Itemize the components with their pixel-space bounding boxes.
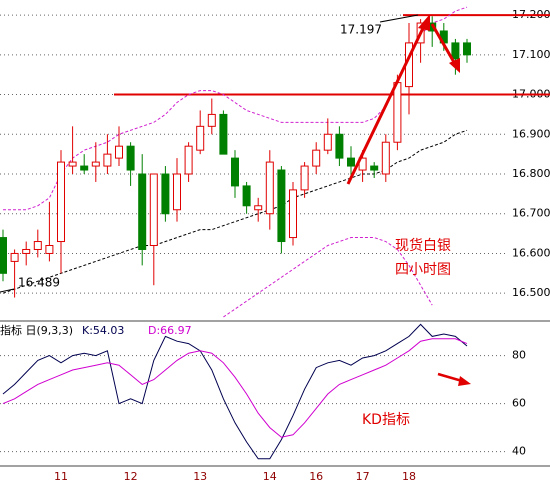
candle-body: [161, 173, 170, 215]
candle-body: [300, 165, 309, 191]
candle-body: [335, 133, 344, 159]
x-tick-label: 12: [124, 470, 138, 482]
x-tick-label: 16: [309, 470, 323, 482]
kd-line: [2, 338, 468, 438]
legend-entry: K:54.03: [82, 324, 124, 337]
y-tick-label: 16.800: [512, 167, 550, 180]
candle-body: [173, 173, 181, 211]
y-tick-label: 60: [512, 397, 526, 410]
kd-arrow: [437, 372, 463, 383]
leader-line: [379, 14, 419, 23]
candle-body: [68, 161, 77, 167]
y-tick-label: 16.700: [512, 207, 550, 220]
x-tick-label: 17: [356, 470, 370, 482]
candle-body: [57, 161, 65, 243]
candle-body: [80, 165, 89, 171]
candle-body: [451, 42, 460, 60]
candle-body: [207, 113, 216, 127]
annotation: 四小时图: [395, 262, 451, 278]
candle-body: [265, 161, 274, 215]
candle-body: [138, 173, 147, 250]
arrow-head: [458, 376, 471, 386]
candle-body: [196, 125, 205, 151]
y-tick-label: 17.100: [512, 48, 550, 61]
y-tick-label: 16.600: [512, 246, 550, 259]
arrows: [346, 14, 471, 386]
arrow-head: [449, 58, 460, 73]
candle-body: [184, 145, 193, 175]
annotation: 现货白银: [395, 237, 451, 254]
x-tick-label: 14: [263, 470, 277, 482]
candle-body: [277, 169, 286, 243]
y-tick-label: 16.900: [512, 127, 550, 140]
x-tick-label: 11: [54, 470, 68, 482]
candle-body: [126, 145, 135, 171]
candle-body: [347, 157, 355, 167]
overlay-line: [3, 6, 468, 211]
candle-body: [103, 153, 112, 167]
arrow-up: [346, 23, 427, 185]
candle-body: [231, 157, 239, 187]
overlay-line: [223, 237, 433, 318]
candle-body: [289, 189, 297, 239]
arrow-head: [418, 14, 430, 31]
candle-body: [393, 82, 402, 143]
candle-body: [242, 185, 251, 207]
candle-body: [22, 248, 31, 254]
x-tick-label: 18: [402, 470, 416, 482]
candle-body: [219, 113, 228, 155]
candle-body: [254, 205, 263, 211]
candle-body: [312, 149, 321, 167]
candle-body: [45, 245, 54, 254]
leader-line: [0, 288, 15, 293]
arrow-down: [430, 23, 457, 65]
candle-body: [370, 165, 379, 171]
candle-body: [149, 173, 158, 247]
legend-entry: D:66.97: [148, 324, 192, 337]
x-tick-label: 13: [193, 470, 207, 482]
panel-title: 指标 日(9,3,3): [0, 323, 73, 337]
candle-body: [115, 145, 123, 159]
candle-body: [10, 252, 19, 262]
candle-body: [463, 42, 471, 56]
kd-line: [2, 323, 468, 460]
overlay-line: [2, 129, 468, 294]
annotation: 17.197: [340, 23, 382, 37]
y-tick-label: 80: [512, 349, 526, 362]
annotation: KD指标: [362, 412, 410, 428]
candle-body: [91, 161, 100, 167]
annotation: 16.489: [18, 276, 60, 290]
y-tick-label: 40: [512, 445, 526, 458]
candle-body: [381, 141, 390, 175]
candle-body: [33, 241, 42, 250]
candle-body: [323, 133, 332, 151]
candle-body: [0, 237, 7, 274]
y-tick-label: 16.500: [512, 286, 550, 299]
